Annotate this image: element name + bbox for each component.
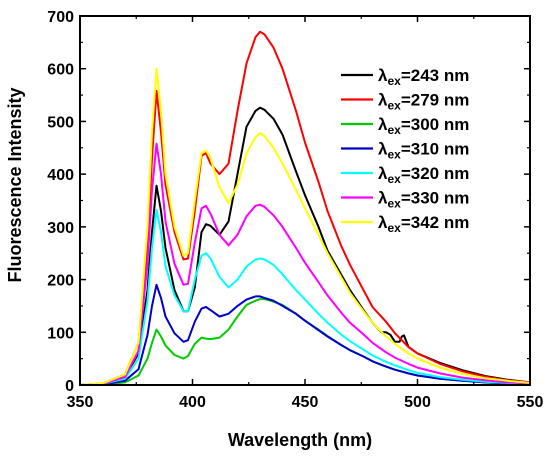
series-line-279: [79, 30, 531, 386]
legend-label-suffix: =279 nm: [401, 91, 470, 110]
series-line-320: [79, 209, 531, 386]
y-axis-title: Fluorescence Intensity: [5, 87, 25, 282]
legend-label-prefix: λ: [378, 91, 388, 110]
legend-label-prefix: λ: [378, 66, 388, 85]
series-line-342: [79, 67, 531, 386]
legend-label-suffix: =310 nm: [401, 140, 470, 159]
legend-label-prefix: λ: [378, 213, 388, 232]
axis-ticks: 350 400 450 500 550 0 100 200 300 400 500 600 700: [47, 9, 543, 411]
legend-label-subscript: ex: [387, 172, 401, 186]
plot-lines: [79, 30, 531, 386]
legend-label-prefix: λ: [378, 189, 388, 208]
legend-label-suffix: =243 nm: [401, 66, 470, 85]
legend-label: λex=300 nm: [378, 115, 469, 137]
legend-label-subscript: ex: [387, 99, 401, 113]
legend-label: λex=243 nm: [378, 66, 469, 88]
legend-label: λex=279 nm: [378, 91, 469, 113]
legend-label-prefix: λ: [378, 164, 388, 183]
legend-label-suffix: =320 nm: [401, 164, 470, 183]
y-tick-label: 0: [65, 378, 74, 395]
legend-label-prefix: λ: [378, 140, 388, 159]
legend-label-subscript: ex: [387, 74, 401, 88]
legend-label-subscript: ex: [387, 221, 401, 235]
legend-label-subscript: ex: [387, 123, 401, 137]
legend-label-prefix: λ: [378, 115, 388, 134]
series-line-243: [79, 106, 531, 386]
x-tick-label: 550: [517, 394, 544, 411]
y-tick-label: 700: [47, 9, 74, 26]
legend-label: λex=310 nm: [378, 140, 469, 162]
legend-label-suffix: =330 nm: [401, 189, 470, 208]
legend-label: λex=342 nm: [378, 213, 469, 235]
series-line-310: [79, 283, 531, 386]
legend-label-suffix: =342 nm: [401, 213, 470, 232]
y-tick-label: 200: [47, 273, 74, 290]
x-tick-label: 350: [67, 394, 94, 411]
y-tick-label: 100: [47, 325, 74, 342]
x-tick-label: 450: [292, 394, 319, 411]
y-tick-label: 600: [47, 62, 74, 79]
y-tick-label: 400: [47, 167, 74, 184]
legend-label: λex=320 nm: [378, 164, 469, 186]
series-line-330: [79, 142, 531, 386]
x-tick-label: 500: [404, 394, 431, 411]
y-tick-label: 300: [47, 220, 74, 237]
legend-label-subscript: ex: [387, 148, 401, 162]
x-tick-label: 400: [179, 394, 206, 411]
y-tick-label: 500: [47, 114, 74, 131]
legend-label-subscript: ex: [387, 197, 401, 211]
legend-label: λex=330 nm: [378, 189, 469, 211]
legend-label-suffix: =300 nm: [401, 115, 470, 134]
x-axis-title: Wavelength (nm): [228, 430, 372, 450]
